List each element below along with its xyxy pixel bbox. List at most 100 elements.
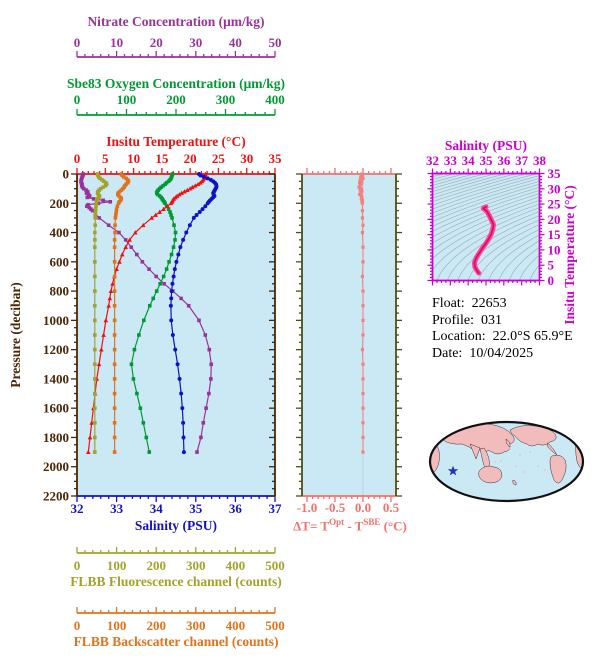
svg-text:1400: 1400 [43,371,69,386]
main-plot-area [77,174,275,496]
svg-text:200: 200 [166,92,186,107]
date-label: Date: [432,345,463,361]
svg-text:300: 300 [186,618,206,633]
svg-text:0: 0 [74,151,81,166]
svg-text:1000: 1000 [43,313,69,328]
svg-text:0: 0 [63,167,70,182]
svg-text:33: 33 [110,501,124,516]
svg-text:100: 100 [107,558,127,573]
svg-text:35: 35 [189,501,203,516]
svg-text:Nitrate Concentration (μm/kg): Nitrate Concentration (μm/kg) [87,14,264,29]
svg-text:1800: 1800 [43,430,69,445]
delta-t-plot-area [302,174,396,496]
svg-text:5: 5 [102,151,109,166]
svg-text:35: 35 [269,151,283,166]
svg-text:15: 15 [548,227,562,242]
world-map [428,420,585,503]
svg-text:400: 400 [226,618,246,633]
series-fluorescence [93,172,109,454]
svg-text:50: 50 [269,35,282,50]
svg-text:Insitu Temperature (°C): Insitu Temperature (°C) [106,134,245,149]
delta-t-panel: -1.0 -0.5 0.0 0.5 [296,168,402,515]
float-label: Float: [432,296,465,311]
svg-text:300: 300 [216,92,236,107]
svg-text:400: 400 [226,558,246,573]
svg-text:37: 37 [515,153,529,168]
delta-t-axis-label: ΔT= TOpt - TSBE (°C) [284,517,416,534]
svg-text:15: 15 [155,151,169,166]
delta-t-sup-opt: Opt [329,517,345,527]
svg-text:2200: 2200 [43,489,69,504]
delta-t-label-part: (°C) [380,518,407,534]
series-oxygen [129,172,178,454]
svg-text:0.5: 0.5 [383,500,400,515]
delta-t-label-part: - T [344,518,364,534]
svg-text:0: 0 [548,273,555,288]
svg-text:Salinity (PSU): Salinity (PSU) [445,138,527,153]
svg-text:36: 36 [229,501,243,516]
series-salinity [168,172,219,455]
svg-text:500: 500 [265,558,285,573]
svg-text:0: 0 [74,35,81,50]
svg-text:38: 38 [533,153,547,168]
svg-text:30: 30 [240,151,253,166]
svg-text:20: 20 [548,212,561,227]
profile-value: 031 [481,312,502,328]
location-label: Location: [432,329,486,344]
svg-text:Sbe83 Oxygen Concentration (μm: Sbe83 Oxygen Concentration (μm/kg) [67,76,285,91]
svg-text:30: 30 [548,181,561,196]
delta-t-sup-sbe: SBE [363,517,381,527]
svg-text:1200: 1200 [43,342,69,357]
svg-text:Insitu Temperature (°C): Insitu Temperature (°C) [562,185,577,324]
svg-text:32: 32 [426,153,439,168]
svg-text:200: 200 [146,618,166,633]
profile-label: Profile: [432,312,474,328]
delta-t-label-part: ΔT= T [293,518,330,534]
svg-text:25: 25 [548,197,562,212]
svg-text:-0.5: -0.5 [325,500,346,515]
svg-text:1600: 1600 [43,401,69,416]
axis-nitrate: 0 10 20 30 40 50 Nitrate Concentration (μm/kg) [74,14,282,58]
pressure-axis: 0 200 400 600 800 1000 1200 1400 1600 1800 2000 220… [8,167,276,504]
svg-text:800: 800 [50,284,70,299]
svg-text:-1.0: -1.0 [297,500,318,515]
svg-text:34: 34 [462,153,476,168]
svg-text:0: 0 [74,92,81,107]
series-backscatter [112,172,131,454]
svg-text:0.0: 0.0 [355,500,371,515]
svg-text:100: 100 [117,92,137,107]
axis-salinity: 32 33 34 35 36 37 Salinity (PSU) [71,495,283,533]
svg-text:40: 40 [229,35,242,50]
svg-text:10: 10 [548,242,561,257]
location-value: 22.0°S 65.9°E [492,329,573,344]
density-contours [432,173,540,281]
svg-text:25: 25 [212,151,226,166]
float-value: 22653 [471,296,507,311]
svg-text:36: 36 [497,153,511,168]
svg-text:33: 33 [444,153,458,168]
profile-row: Profile: 031 [432,313,573,330]
svg-text:20: 20 [184,151,197,166]
float-info: Float: 22653 Profile: 031 Location: 22.0°S … [432,296,573,362]
svg-text:10: 10 [110,35,123,50]
svg-text:34: 34 [150,501,164,516]
svg-text:30: 30 [189,35,202,50]
svg-text:20: 20 [150,35,163,50]
svg-text:37: 37 [269,501,283,516]
svg-text:FLBB Fluorescence channel (cou: FLBB Fluorescence channel (counts) [70,574,282,589]
svg-text:32: 32 [71,501,84,516]
svg-text:35: 35 [480,153,494,168]
svg-text:100: 100 [107,618,127,633]
axis-temperature: 0 5 10 15 20 25 30 35 Insitu Temperature (°C) [74,134,283,175]
date-row: Date: 10/04/2025 [432,346,573,363]
date-value: 10/04/2025 [469,345,534,361]
svg-text:Salinity (PSU): Salinity (PSU) [135,518,217,533]
svg-text:2000: 2000 [43,459,69,474]
profile-series [79,171,219,455]
svg-text:200: 200 [50,196,70,211]
svg-text:600: 600 [50,254,70,269]
